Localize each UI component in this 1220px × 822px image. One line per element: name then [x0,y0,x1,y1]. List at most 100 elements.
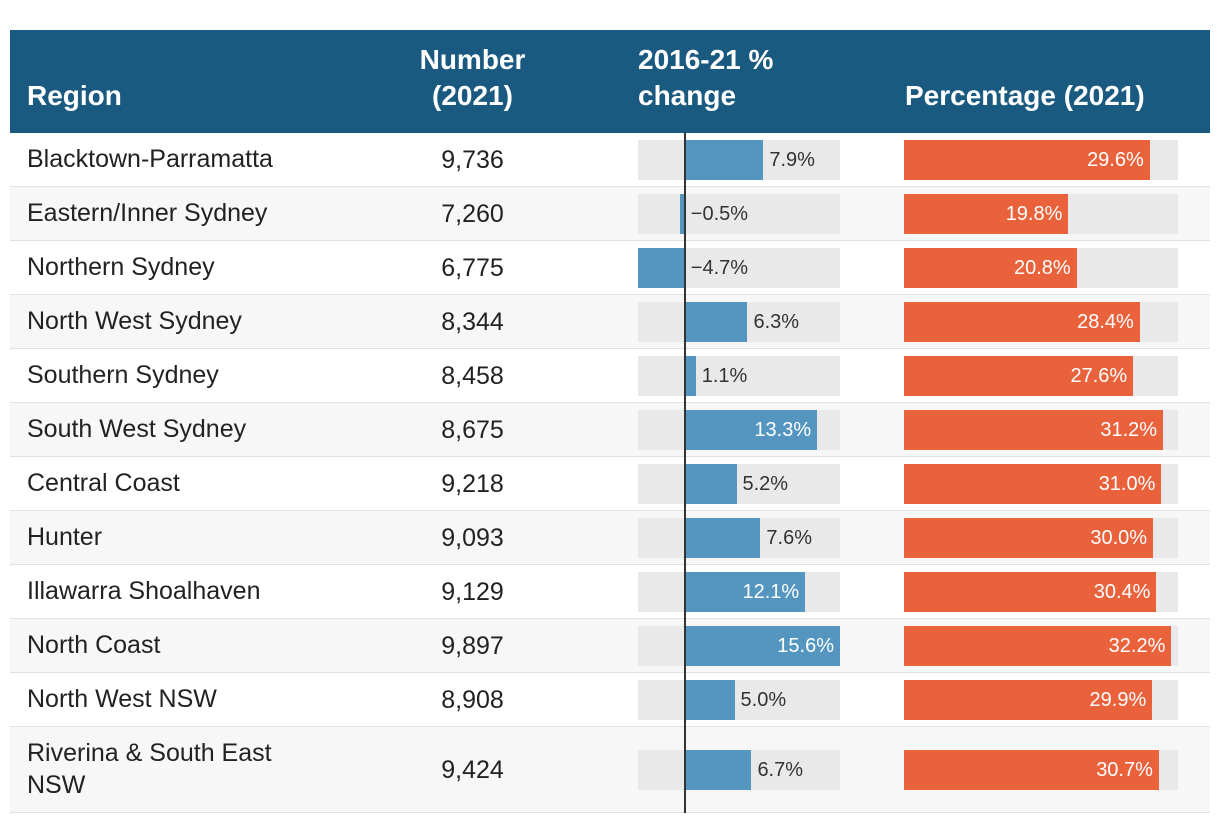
number-value: 7,260 [441,200,504,228]
percentage-bar-track: 30.4% [904,572,1178,612]
number-value: 9,129 [441,578,504,606]
change-label: 6.3% [753,311,800,333]
change-label: 5.2% [742,473,789,495]
number-value: 9,093 [441,524,504,552]
table-row: North West NSW 8,908 5.0% 29.9% [10,673,1210,727]
percentage-bar [904,356,1134,396]
change-label: 1.1% [701,365,748,387]
table-row: Eastern/Inner Sydney 7,260 −0.5% 19.8% [10,187,1210,241]
change-label: −0.5% [690,203,749,225]
table-row: Blacktown-Parramatta 9,736 7.9% 29.6% [10,133,1210,187]
change-bar [684,572,806,612]
region-label: Northern Sydney [27,253,215,281]
percentage-bar [904,140,1150,180]
change-bar-track: 7.9% [638,140,840,180]
region-label: Riverina & South East NSW [27,739,272,799]
percentage-label: 31.2% [1100,419,1158,441]
change-bar-track: 6.7% [638,750,840,790]
number-value: 8,458 [441,362,504,390]
percentage-bar [904,194,1069,234]
change-bar [684,356,696,396]
percentage-label: 30.4% [1093,581,1151,603]
percentage-label: 29.6% [1087,149,1144,171]
change-bar-track: 13.3% [638,410,840,450]
percentage-label: 30.0% [1090,527,1148,549]
percentage-label: 31.0% [1098,473,1156,495]
percentage-bar-track: 31.2% [904,410,1178,450]
region-label: Hunter [27,523,103,551]
percentage-bar-track: 29.9% [904,680,1178,720]
percentage-bar [904,248,1077,288]
change-label: −4.7% [690,257,749,279]
percentage-bar-track: 32.2% [904,626,1178,666]
percentage-bar [904,518,1154,558]
change-bar [684,750,752,790]
region-label: South West Sydney [27,415,247,443]
percentage-bar-track: 30.0% [904,518,1178,558]
region-label: Illawarra Shoalhaven [27,577,261,605]
number-value: 9,424 [441,756,504,784]
column-header-change: 2016-21 % change [638,44,774,111]
region-label: North Coast [27,631,161,659]
change-label: 7.9% [769,149,815,171]
table-row: North West Sydney 8,344 6.3% 28.4% [10,295,1210,349]
change-bar-track: 5.0% [638,680,840,720]
change-bar [684,680,735,720]
percentage-bar [904,410,1164,450]
region-label: Central Coast [27,469,180,497]
percentage-bar [904,626,1172,666]
region-label: Blacktown-Parramatta [27,145,273,173]
column-header-number: Number (2021) [419,44,526,111]
percentage-bar [904,572,1157,612]
change-bar [684,464,737,504]
table-row: South West Sydney 8,675 13.3% 31.2% [10,403,1210,457]
percentage-label: 20.8% [1013,257,1071,279]
table-header: Region Number (2021) 2016-21 % change Pe… [10,30,1210,133]
region-label: North West NSW [27,685,217,713]
change-label: 5.0% [740,689,787,711]
change-bar-track: 5.2% [638,464,840,504]
change-bar-track: 12.1% [638,572,840,612]
number-value: 6,775 [441,254,504,282]
change-bar [684,302,748,342]
number-value: 8,344 [441,308,504,336]
table-row: Riverina & South East NSW 9,424 6.7% 30.7% [10,727,1210,813]
change-label: 6.7% [757,759,804,781]
percentage-label: 19.8% [1005,203,1063,225]
number-value: 8,908 [441,686,504,714]
change-bar-track: −0.5% [638,194,840,234]
percentage-bar-track: 28.4% [904,302,1178,342]
change-bar [684,410,818,450]
number-value: 9,218 [441,470,504,498]
change-bar [679,194,685,234]
change-bar [684,140,764,180]
number-value: 9,736 [441,146,504,174]
percentage-bar-track: 30.7% [904,750,1178,790]
change-bar-track: 6.3% [638,302,840,342]
percentage-label: 27.6% [1070,365,1128,387]
change-label: 15.6% [777,635,834,657]
percentage-bar-track: 29.6% [904,140,1178,180]
percentage-bar [904,750,1159,790]
percentage-label: 29.9% [1089,689,1147,711]
table-row: Northern Sydney 6,775 −4.7% 20.8% [10,241,1210,295]
change-label: 13.3% [754,419,812,441]
change-label: 7.6% [766,527,812,549]
percentage-bar-track: 19.8% [904,194,1178,234]
region-label: Southern Sydney [27,361,219,389]
percentage-bar [904,464,1162,504]
percentage-label: 28.4% [1077,311,1134,333]
change-bar [684,626,840,666]
region-label: North West Sydney [27,307,242,335]
change-bar-track: 7.6% [638,518,840,558]
change-bar-track: 1.1% [638,356,840,396]
change-zero-axis [684,133,686,813]
number-value: 9,897 [441,632,504,660]
change-bar-track: −4.7% [638,248,840,288]
table-row: Hunter 9,093 7.6% 30.0% [10,511,1210,565]
percentage-bar-track: 20.8% [904,248,1178,288]
number-value: 8,675 [441,416,504,444]
percentage-label: 30.7% [1096,759,1153,781]
column-header-region: Region [27,80,122,111]
table-row: Illawarra Shoalhaven 9,129 12.1% 30.4% [10,565,1210,619]
